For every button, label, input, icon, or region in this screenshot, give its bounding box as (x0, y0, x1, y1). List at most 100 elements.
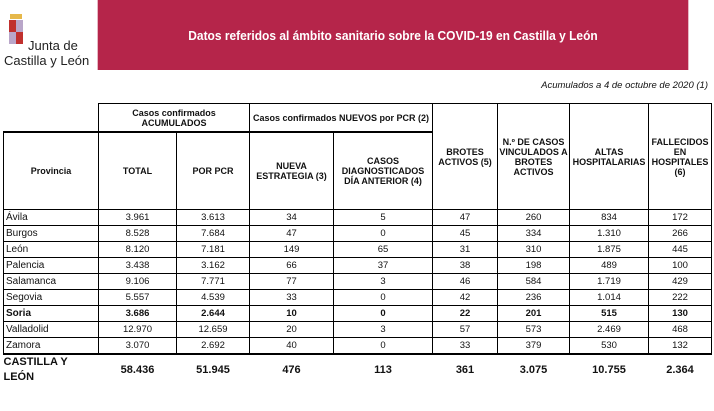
value-cell: 5 (333, 209, 433, 226)
col-header-altas: ALTAS HOSPITALARIAS (569, 103, 649, 210)
value-cell: 198 (497, 257, 570, 274)
value-cell: 573 (497, 321, 570, 338)
value-cell: 584 (497, 273, 570, 290)
value-cell: 33 (249, 289, 334, 306)
value-cell: 100 (648, 257, 712, 274)
value-cell: 5.557 (98, 289, 177, 306)
col-header-provincia: Provincia (3, 131, 99, 210)
value-cell: 1.719 (569, 273, 649, 290)
value-cell: 42 (432, 289, 498, 306)
col-header-brotes: BROTES ACTIVOS (5) (432, 103, 498, 210)
province-cell: León (3, 241, 99, 258)
value-cell: 468 (648, 321, 712, 338)
table-row: León 8.120 7.181 149 65 31 310 1.875 445 (3, 241, 712, 258)
value-cell: 476 (282, 363, 301, 376)
value-cell: 132 (648, 337, 712, 355)
province-cell: Salamanca (3, 273, 99, 290)
col-header-nueva-estrategia: NUEVA ESTRATEGIA (3) (249, 131, 334, 210)
value-cell: 10.755 (592, 363, 626, 376)
value-cell: 65 (333, 241, 433, 258)
page-title: Datos referidos al ámbito sanitario sobr… (188, 27, 598, 43)
logo-line1: Junta de (28, 38, 78, 53)
value-cell: 12.659 (176, 321, 250, 338)
junta-logo: Junta de Castilla y León (4, 4, 89, 68)
value-cell: 266 (648, 225, 712, 242)
value-cell: 379 (497, 337, 570, 355)
value-cell: 3 (333, 321, 433, 338)
value-cell: 0 (333, 225, 433, 242)
value-cell: 3.438 (98, 257, 177, 274)
value-cell: 12.970 (98, 321, 177, 338)
province-cell: Soria (3, 305, 99, 322)
value-cell: 361 (455, 363, 475, 376)
value-cell: 34 (249, 209, 334, 226)
province-cell: Palencia (3, 257, 99, 274)
province-cell: Burgos (3, 225, 99, 242)
value-cell: 47 (249, 225, 334, 242)
value-cell: 3.075 (519, 363, 548, 376)
province-cell: Zamora (3, 337, 99, 355)
value-cell: 429 (648, 273, 712, 290)
value-cell: 489 (569, 257, 649, 274)
value-cell: 530 (569, 337, 649, 355)
value-cell: 260 (497, 209, 570, 226)
value-cell: 1.875 (569, 241, 649, 258)
value-cell: 3.613 (176, 209, 250, 226)
value-cell: 834 (569, 209, 649, 226)
province-cell: Valladolid (3, 321, 99, 338)
value-cell: 8.528 (98, 225, 177, 242)
value-cell: 3.162 (176, 257, 250, 274)
value-cell: 3.070 (98, 337, 177, 355)
value-cell: 2.692 (176, 337, 250, 355)
value-cell: 20 (249, 321, 334, 338)
value-cell: 45 (432, 225, 498, 242)
logo-line2: Castilla y León (4, 53, 90, 68)
value-cell: 58.436 (120, 363, 155, 376)
value-cell: 334 (497, 225, 570, 242)
blank-header (4, 104, 99, 133)
table-row: Segovia 5.557 4.539 33 0 42 236 1.014 222 (3, 289, 712, 306)
value-cell: 0 (333, 289, 433, 306)
value-cell: 130 (648, 305, 712, 322)
value-cell: 222 (648, 289, 712, 306)
value-cell: 10 (249, 305, 334, 322)
value-cell: 40 (249, 337, 334, 355)
value-cell: 8.120 (98, 241, 177, 258)
value-cell: 515 (569, 305, 649, 322)
date-note: Acumulados a 4 de octubre de 2020 (1) (541, 80, 708, 91)
value-cell: 201 (497, 305, 570, 322)
col-header-total: TOTAL (98, 131, 177, 210)
value-cell: 38 (432, 257, 498, 274)
value-cell: 9.106 (98, 273, 177, 290)
table-row: Ávila 3.961 3.613 34 5 47 260 834 172 (3, 209, 712, 226)
value-cell: 77 (249, 273, 334, 290)
value-cell: 31 (432, 241, 498, 258)
province-cell: Ávila (3, 209, 99, 226)
value-cell: 0 (333, 305, 433, 322)
value-cell: 7.771 (176, 273, 250, 290)
value-cell: 66 (249, 257, 334, 274)
value-cell: 149 (249, 241, 334, 258)
value-cell: 2.469 (569, 321, 649, 338)
table-row: Palencia 3.438 3.162 66 37 38 198 489 100 (3, 257, 712, 274)
coat-of-arms-icon (9, 14, 23, 44)
group-header-nuevos: Casos confirmados NUEVOS por PCR (2) (249, 103, 433, 133)
col-header-vinculados: N.º DE CASOS VINCULADOS A BROTES ACTIVOS (497, 103, 570, 210)
table-row: Burgos 8.528 7.684 47 0 45 334 1.310 266 (3, 225, 712, 242)
value-cell: 445 (648, 241, 712, 258)
value-cell: 1.310 (569, 225, 649, 242)
table-row: Soria 3.686 2.644 10 0 22 201 515 130 (3, 305, 712, 322)
value-cell: 0 (333, 337, 433, 355)
province-cell: CASTILLA Y LEÓN (3, 356, 68, 383)
value-cell: 310 (497, 241, 570, 258)
value-cell: 236 (497, 289, 570, 306)
value-cell: 172 (648, 209, 712, 226)
table-row: Salamanca 9.106 7.771 77 3 46 584 1.719 429 (3, 273, 712, 290)
value-cell: 3 (333, 273, 433, 290)
value-cell: 46 (432, 273, 498, 290)
value-cell: 57 (432, 321, 498, 338)
table-row: Valladolid 12.970 12.659 20 3 57 573 2.469 468 (3, 321, 712, 338)
value-cell: 22 (432, 305, 498, 322)
value-cell: 33 (432, 337, 498, 355)
value-cell: 3.686 (98, 305, 177, 322)
